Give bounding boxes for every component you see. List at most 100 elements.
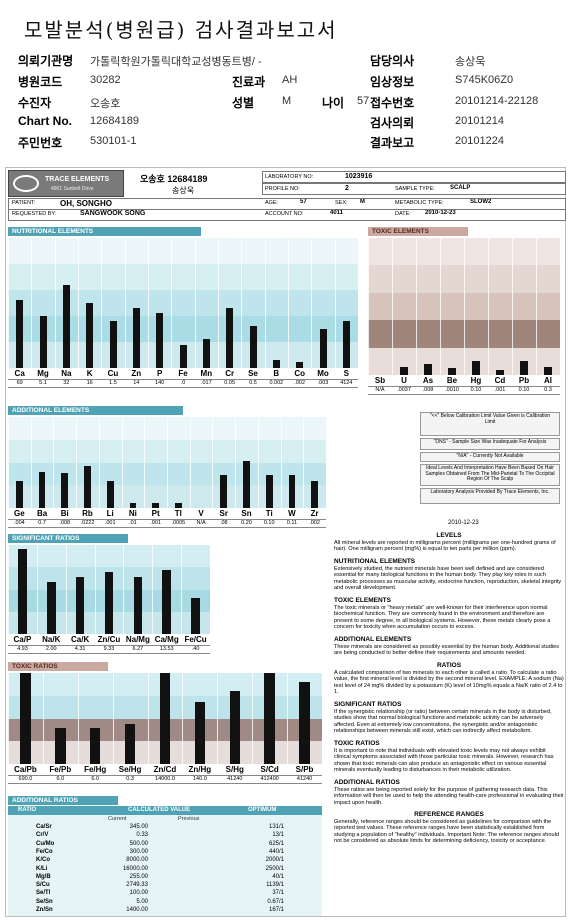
col-sep — [147, 673, 149, 764]
element-label: Se — [248, 369, 258, 378]
col-sep — [241, 238, 243, 368]
field-value: 20101214 — [455, 115, 504, 127]
ratio-optimum: 625/1 — [268, 840, 284, 847]
bar — [226, 308, 234, 368]
info-label: ACCOUNT NO: — [265, 211, 304, 217]
element-value: .001 — [104, 520, 116, 526]
col-sep — [77, 673, 79, 764]
element-label: U — [401, 376, 407, 385]
col-sep — [8, 417, 9, 508]
ratio-name: K/Co — [36, 857, 50, 864]
col-sep — [416, 238, 417, 375]
element-value: 0.3 — [126, 776, 134, 782]
bar — [342, 321, 350, 368]
col-sep — [8, 238, 9, 368]
field-label: 의뢰기관명 — [18, 54, 74, 68]
logo-text: TRACE ELEMENTS — [45, 176, 110, 183]
additional-elements-panel: ADDITIONAL ELEMENTS Ge .004 Ba 0.7 Bi .008 Rb .0… — [8, 406, 326, 530]
element-value: 14 — [133, 380, 140, 386]
bar — [179, 344, 187, 368]
band — [8, 290, 358, 316]
table-header: RATIO — [18, 807, 37, 813]
table-header: CALCULATED VALUE — [128, 807, 191, 813]
band — [8, 238, 358, 264]
note-heading: LEVELS — [436, 532, 462, 539]
ratio-value: 500.00 — [129, 840, 148, 847]
element-value: 4.31 — [74, 646, 86, 652]
toxic-elements-panel: TOXIC ELEMENTS Sb N/A U .0037 As .008 Be .0010 Hg… — [368, 227, 560, 397]
col-sep — [280, 417, 282, 508]
ratio-name: S/Cu — [36, 882, 50, 889]
ratio-value: 2749.33 — [126, 882, 148, 889]
note-heading: TOXIC ELEMENTS — [334, 597, 391, 604]
legend-box: "<<" Below Calibration Limit Value Given… — [420, 412, 560, 436]
info-label: PATIENT: — [12, 200, 36, 206]
field-value: 오송호 — [90, 98, 121, 110]
element-value: 0.3 — [544, 387, 552, 393]
element-label: Be — [446, 376, 458, 385]
element-value: 13.53 — [159, 646, 174, 652]
element-value: .0010 — [445, 387, 459, 393]
field-label: 나이 — [322, 96, 345, 110]
element-label: Rb — [82, 509, 93, 518]
col-sep — [303, 417, 305, 508]
ratio-name: Ca/Sr — [36, 824, 52, 830]
field-label: 담당의사 — [370, 54, 415, 68]
element-value: .08 — [219, 520, 228, 526]
info-value: SCALP — [450, 185, 471, 191]
bar — [400, 366, 408, 375]
col-sep — [311, 238, 313, 368]
col-sep — [334, 238, 336, 368]
col-sep — [31, 238, 33, 368]
bar — [15, 480, 23, 508]
col-sep — [171, 238, 173, 368]
bar — [296, 361, 304, 368]
element-label: As — [422, 376, 434, 385]
element-label: Tl — [174, 509, 182, 518]
element-label: W — [288, 509, 296, 518]
element-value: .40 — [191, 646, 200, 652]
info-label: AGE: — [265, 200, 279, 206]
col-sep — [152, 545, 154, 634]
bar — [62, 284, 70, 368]
col-sep — [121, 417, 123, 508]
field-value: 20101214-22128 — [455, 95, 539, 107]
info-value: OH, SONGHO — [60, 199, 113, 208]
info-label: SAMPLE TYPE: — [395, 186, 435, 192]
band — [8, 316, 358, 342]
element-value: 0.7 — [38, 520, 46, 526]
bar — [544, 366, 552, 375]
table-subheader: Previous — [178, 816, 200, 822]
element-value: 0.002 — [269, 380, 284, 386]
element-value: 9.33 — [103, 646, 115, 652]
element-value: .008 — [59, 520, 71, 526]
element-value: .017 — [200, 380, 212, 386]
col-sep — [53, 417, 55, 508]
note-heading: ADDITIONAL ELEMENTS — [334, 636, 412, 643]
element-value: .002 — [294, 380, 306, 386]
element-label: Ni — [128, 509, 137, 518]
element-label: Mn — [200, 369, 213, 378]
col-sep — [440, 238, 441, 375]
element-value: .01 — [129, 520, 137, 526]
field-label: 검사의뢰 — [370, 116, 415, 130]
bar — [191, 598, 200, 634]
element-label: Na/K — [42, 635, 61, 644]
col-sep — [78, 238, 79, 368]
value-row — [8, 519, 326, 528]
element-label: S/Pb — [295, 765, 314, 774]
col-sep — [65, 545, 67, 634]
table-header: OPTIMUM — [248, 807, 277, 813]
panel-title: ADDITIONAL ELEMENTS — [8, 406, 183, 415]
element-label: P — [156, 369, 163, 378]
col-sep — [42, 673, 44, 764]
col-sep — [264, 238, 266, 368]
element-label: Ca/Pb — [14, 765, 37, 774]
bar — [202, 339, 210, 368]
doctor-ko: 송상욱 — [172, 186, 195, 195]
ratio-optimum: 1139/1 — [266, 882, 284, 889]
ratio-name: Zn/Sn — [36, 907, 53, 913]
element-label: V — [198, 509, 204, 518]
ratio-value: 5.00 — [136, 898, 148, 905]
info-label: METABOLIC TYPE: — [395, 200, 444, 206]
